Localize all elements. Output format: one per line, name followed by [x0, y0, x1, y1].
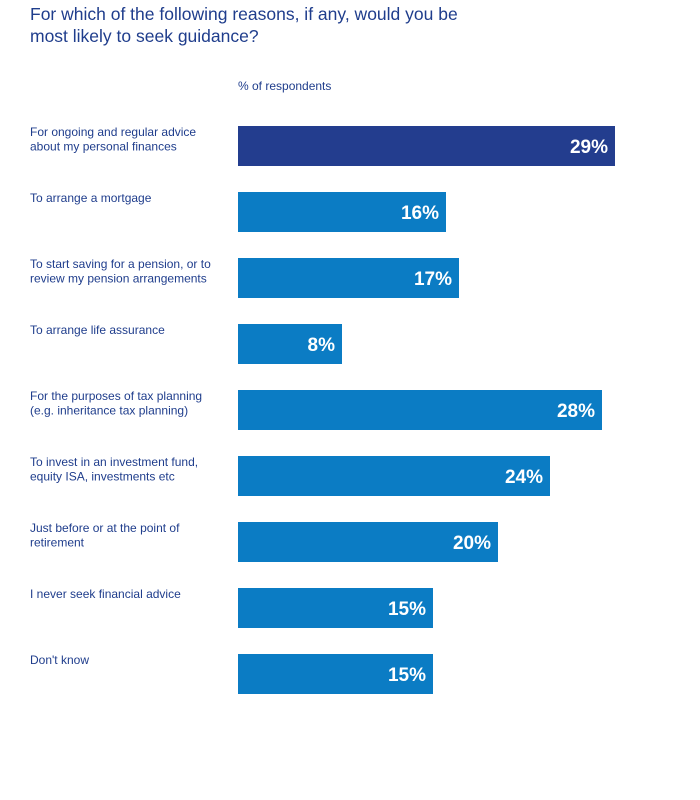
- unit-label: % of respondents: [238, 79, 332, 93]
- value-label: 24%: [505, 467, 543, 488]
- category-label: To start saving for a pension, or to revi…: [30, 257, 211, 286]
- bar: [238, 456, 550, 496]
- category-label: For the purposes of tax planning (e.g. in…: [30, 389, 202, 418]
- bar: [238, 522, 498, 562]
- bar: [238, 126, 615, 166]
- value-label: 29%: [570, 137, 608, 158]
- value-label: 8%: [308, 335, 336, 356]
- value-label: 28%: [557, 401, 595, 422]
- bar: [238, 390, 602, 430]
- bar: [238, 324, 342, 364]
- chart-title: For which of the following reasons, if a…: [30, 4, 458, 46]
- value-label: 15%: [388, 665, 426, 686]
- value-label: 16%: [401, 203, 439, 224]
- value-label: 17%: [414, 269, 452, 290]
- category-label: I never seek financial advice: [30, 587, 181, 601]
- category-label: Just before or at the point of retirement: [30, 521, 180, 550]
- category-label: For ongoing and regular advice about my p…: [30, 125, 196, 154]
- category-label: Don't know: [30, 653, 89, 667]
- category-label: To invest in an investment fund, equity I…: [30, 455, 198, 484]
- bar: [238, 654, 433, 694]
- bar: [238, 192, 446, 232]
- category-label: To arrange a mortgage: [30, 191, 152, 205]
- value-label: 15%: [388, 599, 426, 620]
- category-label: To arrange life assurance: [30, 323, 165, 337]
- bar: [238, 258, 459, 298]
- bar: [238, 588, 433, 628]
- value-label: 20%: [453, 533, 491, 554]
